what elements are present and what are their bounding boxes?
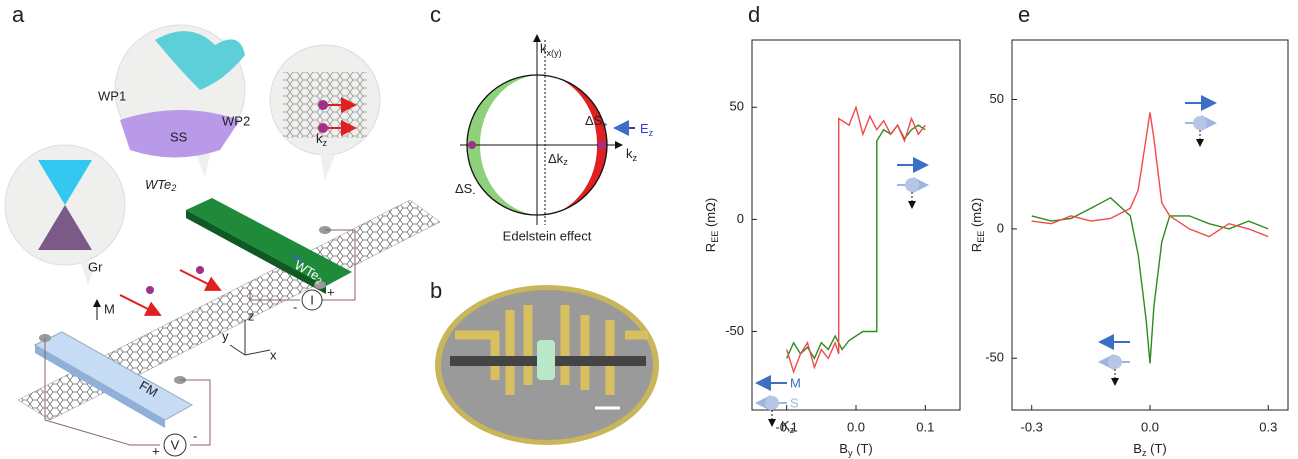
plot-frame xyxy=(751,39,961,411)
x-tick-label: 0.0 xyxy=(847,419,865,434)
label: Gr xyxy=(88,259,103,274)
label: + xyxy=(152,443,160,458)
axis-y xyxy=(229,344,246,356)
annotation: M xyxy=(790,375,801,390)
charts: -50 0 50 -0.1 0.0 0.1 By (T) REE (mΩ) -50 0 50 -0.3… xyxy=(703,39,1289,458)
panel-label: b xyxy=(430,278,442,303)
surface-state xyxy=(120,110,240,158)
caption: Edelstein effect xyxy=(503,228,592,243)
wire xyxy=(44,338,160,446)
label: ΔS- xyxy=(455,181,475,198)
contact xyxy=(291,254,303,263)
x-axis-label: By (T) xyxy=(839,441,872,458)
label: z xyxy=(248,308,255,323)
ammeter xyxy=(301,289,323,311)
y-tick-label: 50 xyxy=(990,91,1004,106)
label: WP2 xyxy=(222,113,250,128)
spin-arrow xyxy=(119,294,162,316)
dirac-cone-top xyxy=(38,160,92,205)
data-line xyxy=(786,105,926,375)
electron xyxy=(318,123,328,133)
electrodes xyxy=(455,305,648,395)
data-line xyxy=(1031,196,1269,364)
label: kx(y) xyxy=(540,41,562,58)
spin-ball xyxy=(765,396,779,410)
electrode xyxy=(314,281,326,289)
label: - xyxy=(293,299,297,314)
x-tick-label: -0.3 xyxy=(1021,419,1043,434)
label: Ez xyxy=(640,121,654,138)
label: M xyxy=(104,301,115,316)
label: y xyxy=(222,328,229,343)
delta-s-minus xyxy=(467,75,537,215)
y-tick-label: -50 xyxy=(985,350,1004,365)
spin-ball xyxy=(1193,116,1207,130)
wte2-bar xyxy=(186,198,352,286)
panel-label: d xyxy=(748,2,760,27)
label: WTe2 xyxy=(145,177,176,193)
edelstein-diagram: kx(y) ΔS+ Ez kz Δkz ΔS- Edelstein effect xyxy=(455,34,654,243)
data-line xyxy=(786,123,926,360)
label: WP1 xyxy=(98,88,126,103)
panel-label: c xyxy=(430,2,441,27)
electron xyxy=(318,100,328,110)
y-tick-label: 0 xyxy=(737,211,744,226)
spin-ball xyxy=(905,178,919,192)
panel-label: e xyxy=(1018,2,1030,27)
electron xyxy=(146,286,154,294)
axis-x xyxy=(244,349,271,356)
y-axis-label: REE (mΩ) xyxy=(703,198,720,252)
y-axis-label: REE (mΩ) xyxy=(969,198,986,252)
delta-s-plus xyxy=(560,79,607,211)
label: - xyxy=(193,428,197,443)
device-schematic: WP1 WP2 SS WTe2 Gr M FM WTe2 kz z y x V … xyxy=(4,24,441,458)
spin-ball xyxy=(1108,355,1122,369)
annotation: S xyxy=(790,395,799,410)
y-tick-label: 50 xyxy=(730,99,744,114)
wire xyxy=(322,229,356,301)
label: ΔS+ xyxy=(585,113,608,130)
x-axis-label: Bz (T) xyxy=(1133,441,1166,458)
x-tick-label: 0.0 xyxy=(1141,419,1159,434)
bubble-tail xyxy=(195,150,210,178)
y-tick-label: 0 xyxy=(997,220,1004,235)
electron xyxy=(468,141,476,149)
spin-arrow xyxy=(179,269,222,291)
annotation: Kz xyxy=(781,418,795,435)
label: + xyxy=(327,284,335,299)
wte2-flake xyxy=(537,340,555,380)
fm-side xyxy=(35,345,165,428)
wte2-side xyxy=(186,210,326,294)
label: kz xyxy=(626,146,638,163)
bubble-tail xyxy=(80,260,95,285)
label: x xyxy=(270,347,277,362)
x-tick-label: 0.1 xyxy=(916,419,934,434)
data-line xyxy=(1031,112,1269,238)
label: SS xyxy=(170,129,188,144)
voltmeter xyxy=(163,433,187,457)
wire xyxy=(249,290,300,301)
x-tick-label: -0.1 xyxy=(775,419,797,434)
electron xyxy=(598,141,606,149)
fermi-arc xyxy=(155,31,245,90)
label: I xyxy=(310,292,314,307)
label: V xyxy=(171,437,180,452)
electron xyxy=(196,266,204,274)
label: Δkz xyxy=(548,151,568,167)
panel-label: a xyxy=(12,2,25,27)
device-image xyxy=(435,285,659,445)
wire xyxy=(180,379,211,446)
bubble-tail xyxy=(320,152,335,180)
dirac-cone-bottom xyxy=(38,205,92,250)
y-tick-label: -50 xyxy=(725,323,744,338)
label: kz xyxy=(316,131,328,148)
x-tick-label: 0.3 xyxy=(1259,419,1277,434)
